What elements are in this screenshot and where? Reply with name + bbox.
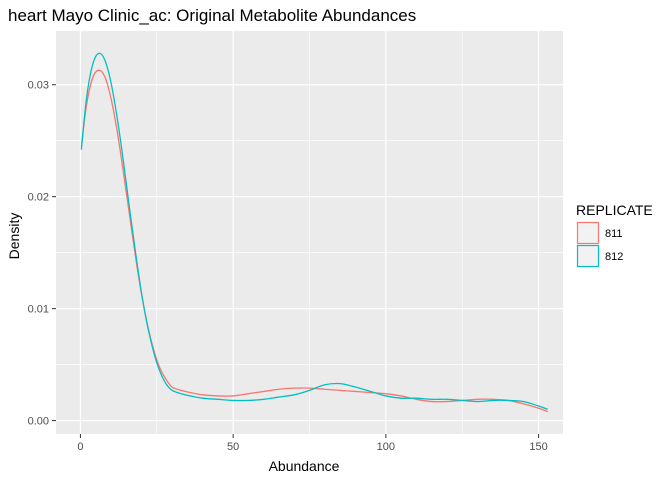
y-axis: 0.00 0.01 0.02 0.03 xyxy=(28,80,56,428)
legend-label-811: 811 xyxy=(605,228,623,240)
y-tick-label: 0.00 xyxy=(28,416,49,428)
legend-key-812 xyxy=(576,244,600,268)
x-tick-label: 50 xyxy=(227,441,239,453)
legend-label-812: 812 xyxy=(605,251,623,263)
major-gridlines xyxy=(56,31,563,434)
legend: REPLICATE 811 812 xyxy=(576,202,653,268)
legend-title: REPLICATE xyxy=(576,202,653,218)
x-tick-label: 100 xyxy=(377,441,395,453)
chart-title: heart Mayo Clinic_ac: Original Metabolit… xyxy=(8,6,416,25)
y-tick-label: 0.03 xyxy=(28,80,49,92)
legend-key-811 xyxy=(576,221,600,245)
x-axis-title: Abundance xyxy=(269,458,340,474)
x-tick-label: 0 xyxy=(77,441,83,453)
series-lines xyxy=(80,52,548,413)
y-tick-label: 0.01 xyxy=(28,304,49,316)
y-tick-label: 0.02 xyxy=(28,192,49,204)
series-line-812 xyxy=(80,52,548,410)
x-tick-label: 150 xyxy=(529,441,547,453)
series-line-811 xyxy=(80,69,548,413)
x-axis: 0 50 100 150 xyxy=(77,434,548,453)
minor-gridlines xyxy=(56,31,563,434)
y-axis-title: Density xyxy=(6,213,22,260)
